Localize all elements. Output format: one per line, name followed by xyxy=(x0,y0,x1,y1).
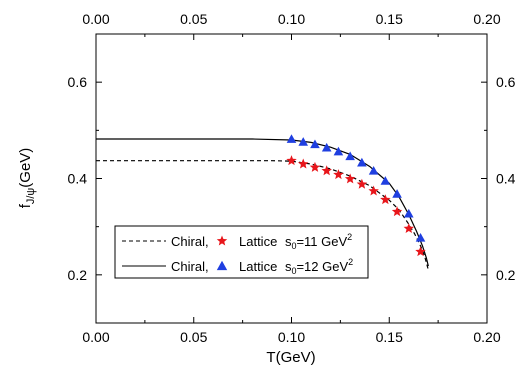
chiral-dashed-line xyxy=(96,160,429,271)
y-tick-label-right: 0.6 xyxy=(496,74,516,90)
x-tick-labels-top: 0.00 0.05 0.10 0.15 0.20 xyxy=(82,11,500,27)
legend-star-marker xyxy=(216,235,228,246)
lattice-star-point xyxy=(298,158,309,169)
lattice-star-point xyxy=(368,185,379,196)
series-markers xyxy=(286,134,426,257)
legend-triangle-marker xyxy=(216,260,228,271)
x-tick-label: 0.00 xyxy=(82,329,109,345)
legend-lattice-12-param-sub: 0 xyxy=(291,266,296,276)
lattice-triangle-point xyxy=(357,157,367,167)
y-axis-title-sub: J/ψ xyxy=(25,188,37,205)
y-axis-title-unit: (GeV) xyxy=(17,148,34,188)
legend-lattice-12-param: s xyxy=(285,259,292,274)
x-tick-label-top: 0.20 xyxy=(473,11,500,27)
legend-lattice-12-exp: 2 xyxy=(348,257,353,267)
lattice-triangle-point xyxy=(321,142,332,152)
lattice-star-point xyxy=(403,223,415,234)
x-tick-labels-bottom: 0.00 0.05 0.10 0.15 0.20 xyxy=(82,329,500,345)
x-tick-label-top: 0.00 xyxy=(82,11,109,27)
legend-box xyxy=(114,225,369,279)
lattice-star-point xyxy=(321,165,332,176)
lattice-star-point xyxy=(356,178,368,189)
y-tick-label-right: 0.2 xyxy=(496,267,516,283)
lattice-triangle-point xyxy=(310,139,320,149)
legend-lattice-11-value: =11 GeV xyxy=(296,234,347,249)
lattice-star-point xyxy=(391,206,403,217)
x-tick-label: 0.20 xyxy=(473,329,500,345)
lattice-star-point xyxy=(333,169,344,180)
legend-label-chiral-dashed: Chiral, xyxy=(171,234,209,249)
x-tick-label: 0.10 xyxy=(278,329,305,345)
plot-frame xyxy=(95,33,488,324)
x-tick-label-top: 0.05 xyxy=(180,11,207,27)
legend-triangle-shape xyxy=(216,260,228,271)
lattice-star-point xyxy=(344,173,356,184)
legend-lattice-12-value: =12 GeV xyxy=(296,259,348,274)
lattice-triangle-point xyxy=(368,165,379,175)
legend-label-lattice-11: Lattice s0=11 GeV2 xyxy=(239,232,352,251)
lattice-triangle-point xyxy=(415,232,426,242)
axis-ticks xyxy=(95,33,488,324)
y-tick-label-right: 0.4 xyxy=(496,171,516,187)
legend-lattice-11-param-sub: 0 xyxy=(291,241,296,251)
lattice-triangle-point xyxy=(380,176,391,185)
x-tick-label: 0.05 xyxy=(180,329,207,345)
legend-lattice-11-text: Lattice xyxy=(239,234,277,249)
y-axis-title: fJ/ψ(GeV) xyxy=(17,148,37,209)
lattice-triangle-point xyxy=(392,189,402,198)
legend-lattice-11-exp: 2 xyxy=(347,232,352,242)
legend-label-lattice-12: Lattice s0=12 GeV2 xyxy=(239,257,353,276)
lattice-star-point xyxy=(309,161,321,172)
lattice-triangle-point xyxy=(298,137,309,146)
y-axis-title-main: f xyxy=(17,203,34,208)
legend-label-chiral-solid: Chiral, xyxy=(171,259,209,274)
legend-lattice-12-text: Lattice xyxy=(239,259,277,274)
y-tick-labels-right: 0.2 0.4 0.6 xyxy=(496,74,516,283)
lattice-star-point xyxy=(380,194,391,205)
y-tick-label: 0.6 xyxy=(68,74,88,90)
x-axis-title: T(GeV) xyxy=(266,349,315,366)
x-tick-label-top: 0.15 xyxy=(376,11,403,27)
y-tick-label: 0.4 xyxy=(68,171,88,187)
legend: Chiral, Lattice s0=11 GeV2 Chiral, Latti… xyxy=(114,225,369,279)
lattice-star-point xyxy=(415,246,426,257)
legend-star-shape xyxy=(216,235,228,246)
lattice-triangle-point xyxy=(333,146,344,156)
lattice-triangle-point xyxy=(404,208,414,218)
lattice-star-point xyxy=(286,155,297,166)
lattice-triangle-point xyxy=(345,151,355,161)
y-tick-labels-left: 0.2 0.4 0.6 xyxy=(68,74,88,283)
y-tick-label: 0.2 xyxy=(68,267,88,283)
x-tick-label-top: 0.10 xyxy=(278,11,305,27)
lattice-triangle-point xyxy=(286,134,297,143)
legend-lattice-11-param: s xyxy=(285,234,292,249)
x-tick-label: 0.15 xyxy=(376,329,403,345)
